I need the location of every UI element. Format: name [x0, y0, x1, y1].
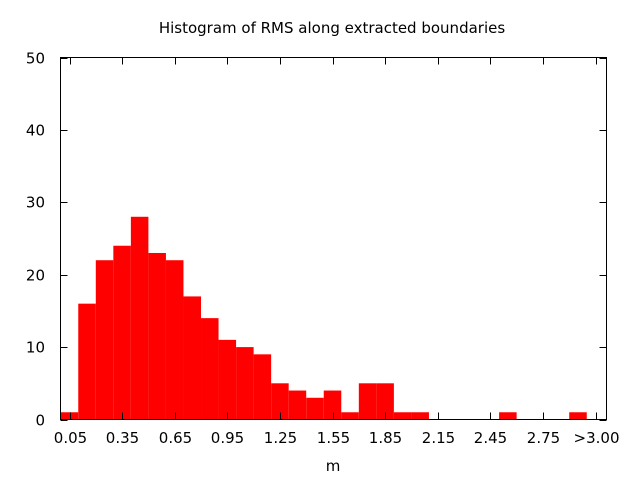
- x-axis-label: m: [326, 457, 341, 475]
- histogram-bar: [271, 383, 289, 420]
- histogram-bar: [78, 303, 96, 420]
- plot-frame: [60, 57, 607, 420]
- histogram-bar: [499, 412, 517, 420]
- histogram-bar: [306, 397, 324, 420]
- histogram-bar: [236, 347, 254, 420]
- x-tick-label: 0.35: [106, 429, 139, 447]
- x-tick-label: 1.85: [369, 429, 402, 447]
- x-tick-label: 2.45: [474, 429, 507, 447]
- labels-layer: 0 10 20 30 40 50 0.05 0.35 0.65 0.95 1.25 1.55 1.85 2…: [26, 50, 620, 448]
- histogram-bar: [130, 216, 149, 420]
- histogram-bar: [411, 412, 429, 420]
- histogram-bar: [60, 412, 79, 420]
- histogram-bar: [358, 383, 377, 420]
- x-tick-label: 2.75: [527, 429, 560, 447]
- histogram-bar: [183, 296, 201, 420]
- histogram-bar: [201, 318, 219, 420]
- y-tick-label: 20: [26, 267, 45, 285]
- y-tick-label: 50: [26, 50, 45, 68]
- histogram-bar: [95, 260, 114, 420]
- x-tick-label: >3.00: [574, 429, 620, 447]
- histogram-bar: [253, 354, 272, 420]
- histogram-bar: [288, 390, 307, 420]
- y-tick-label: 10: [26, 339, 45, 357]
- x-tick-label: 0.05: [54, 429, 87, 447]
- x-tick-label: 2.15: [422, 429, 455, 447]
- histogram-bar: [148, 252, 166, 420]
- y-tick-label: 40: [26, 122, 45, 140]
- x-tick-label: 0.65: [159, 429, 192, 447]
- histogram-bar: [165, 260, 184, 420]
- y-tick-label: 30: [26, 194, 45, 212]
- histogram-bar: [341, 412, 359, 420]
- x-tick-label: 1.55: [317, 429, 350, 447]
- histogram-bar: [376, 383, 394, 420]
- bars-layer: [60, 216, 587, 420]
- histogram-bar: [113, 245, 131, 420]
- y-tick-label: 0: [35, 412, 45, 430]
- histogram-bar: [218, 339, 237, 420]
- histogram-bar: [393, 412, 412, 420]
- ticks-layer: [60, 57, 607, 421]
- x-tick-label: 0.95: [211, 429, 244, 447]
- histogram-bar: [323, 390, 342, 420]
- x-tick-label: 1.25: [264, 429, 297, 447]
- chart-title: Histogram of RMS along extracted boundar…: [159, 19, 506, 37]
- histogram-bar: [569, 412, 587, 420]
